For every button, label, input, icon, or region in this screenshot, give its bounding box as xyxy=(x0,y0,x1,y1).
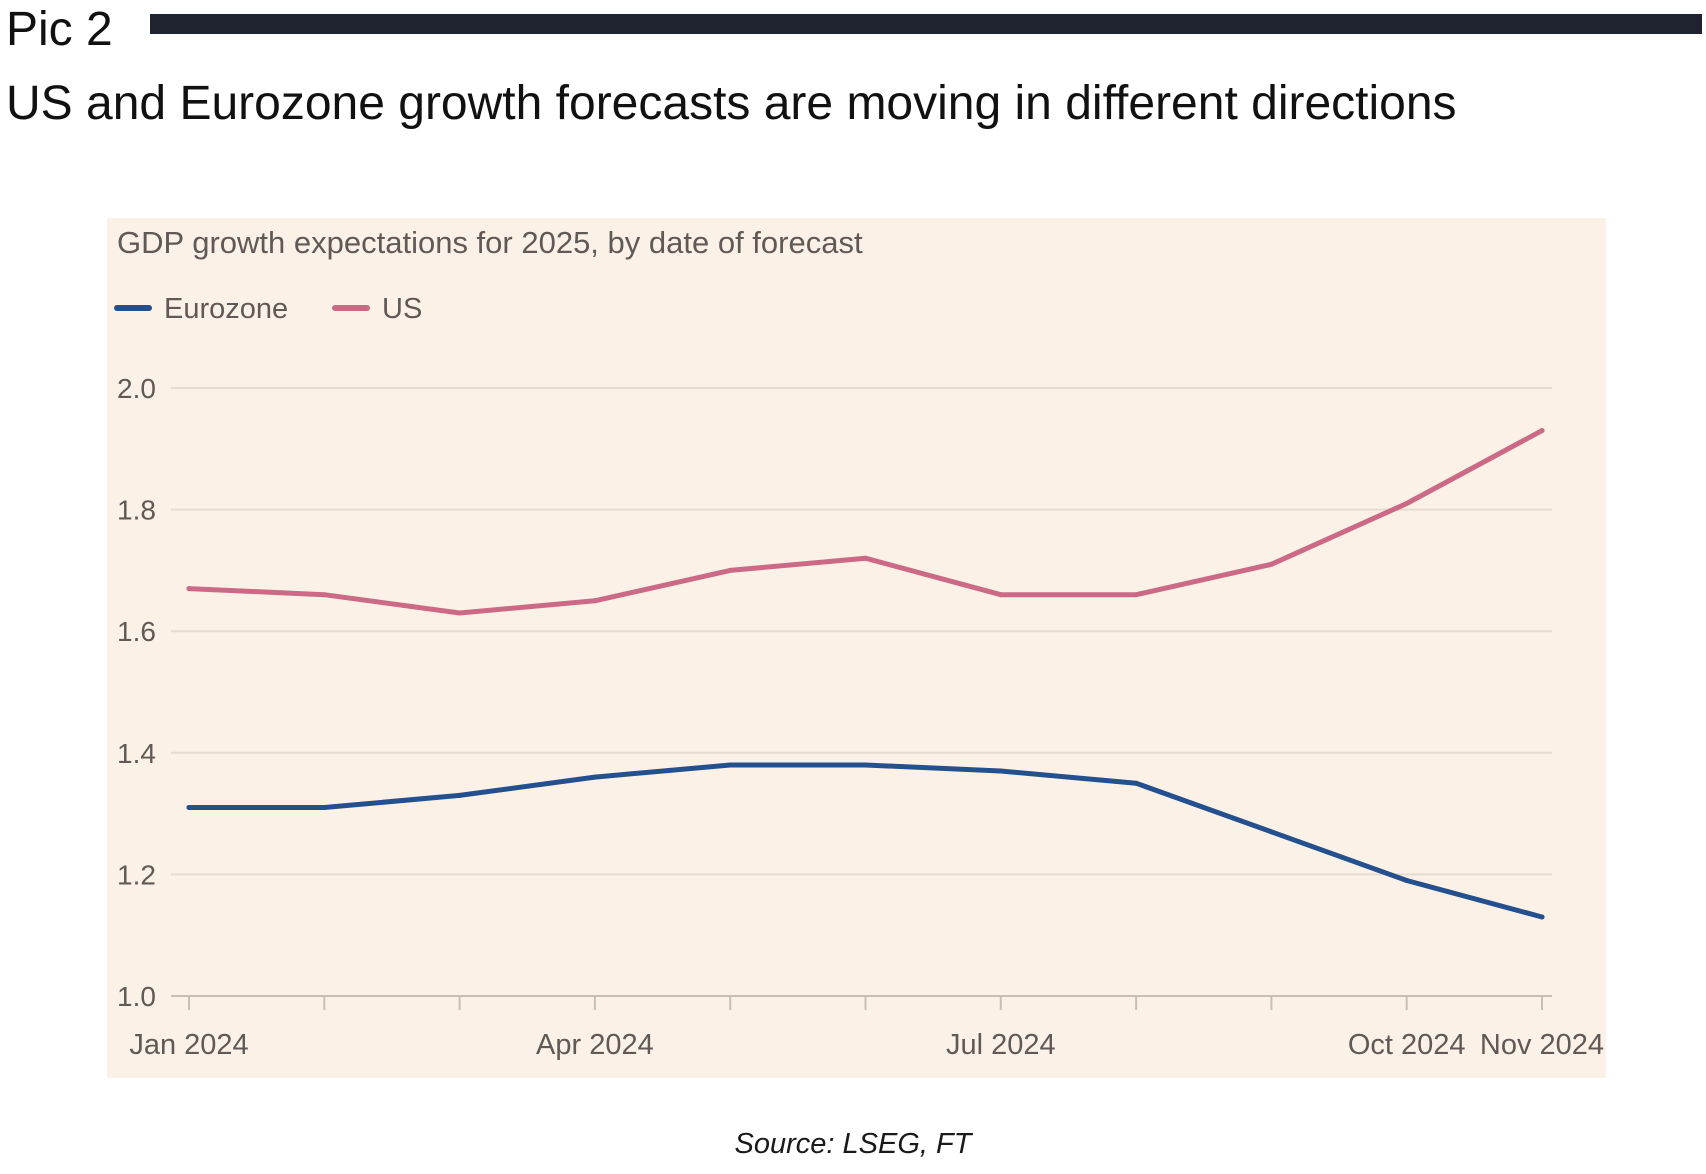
data-point xyxy=(727,567,733,573)
data-point xyxy=(1404,501,1410,507)
figure-label: Pic 2 xyxy=(6,3,113,56)
x-tick-label: Jan 2024 xyxy=(129,1029,248,1061)
data-point xyxy=(321,592,327,598)
data-point xyxy=(998,592,1004,598)
data-point xyxy=(863,762,868,768)
data-point xyxy=(1539,428,1545,434)
data-point xyxy=(863,555,868,561)
x-tick-label: Nov 2024 xyxy=(1480,1029,1604,1061)
y-tick-label: 1.0 xyxy=(117,981,156,1012)
data-point xyxy=(321,805,327,811)
data-point xyxy=(1539,914,1545,920)
data-point xyxy=(1268,561,1274,567)
legend-label-1: US xyxy=(382,293,422,325)
x-tick-label: Apr 2024 xyxy=(536,1029,654,1061)
legend-label-0: Eurozone xyxy=(164,293,288,325)
x-tick-label: Jul 2024 xyxy=(946,1029,1056,1061)
y-tick-label: 1.8 xyxy=(117,495,156,526)
headline: US and Eurozone growth forecasts are mov… xyxy=(6,77,1457,130)
source-note: Source: LSEG, FT xyxy=(734,1128,972,1160)
y-tick-label: 1.4 xyxy=(117,738,156,769)
y-tick-label: 2.0 xyxy=(117,373,156,404)
y-tick-label: 1.6 xyxy=(117,616,156,647)
data-point xyxy=(1404,877,1410,883)
data-point xyxy=(592,774,598,780)
chart-background xyxy=(107,218,1606,1078)
y-tick-label: 1.2 xyxy=(117,859,156,890)
data-point xyxy=(457,792,463,798)
data-point xyxy=(1268,829,1274,835)
header-rule xyxy=(150,14,1702,34)
data-point xyxy=(457,610,463,616)
data-point xyxy=(592,598,598,604)
data-point xyxy=(186,805,192,811)
chart-panel: GDP growth expectations for 2025, by dat… xyxy=(107,218,1606,1078)
x-tick-label: Oct 2024 xyxy=(1348,1029,1466,1061)
data-point xyxy=(1133,780,1139,786)
data-point xyxy=(998,768,1004,774)
chart-title: GDP growth expectations for 2025, by dat… xyxy=(117,225,863,260)
data-point xyxy=(727,762,733,768)
data-point xyxy=(1133,592,1139,598)
line-chart: GDP growth expectations for 2025, by dat… xyxy=(107,218,1606,1078)
data-point xyxy=(186,586,192,592)
